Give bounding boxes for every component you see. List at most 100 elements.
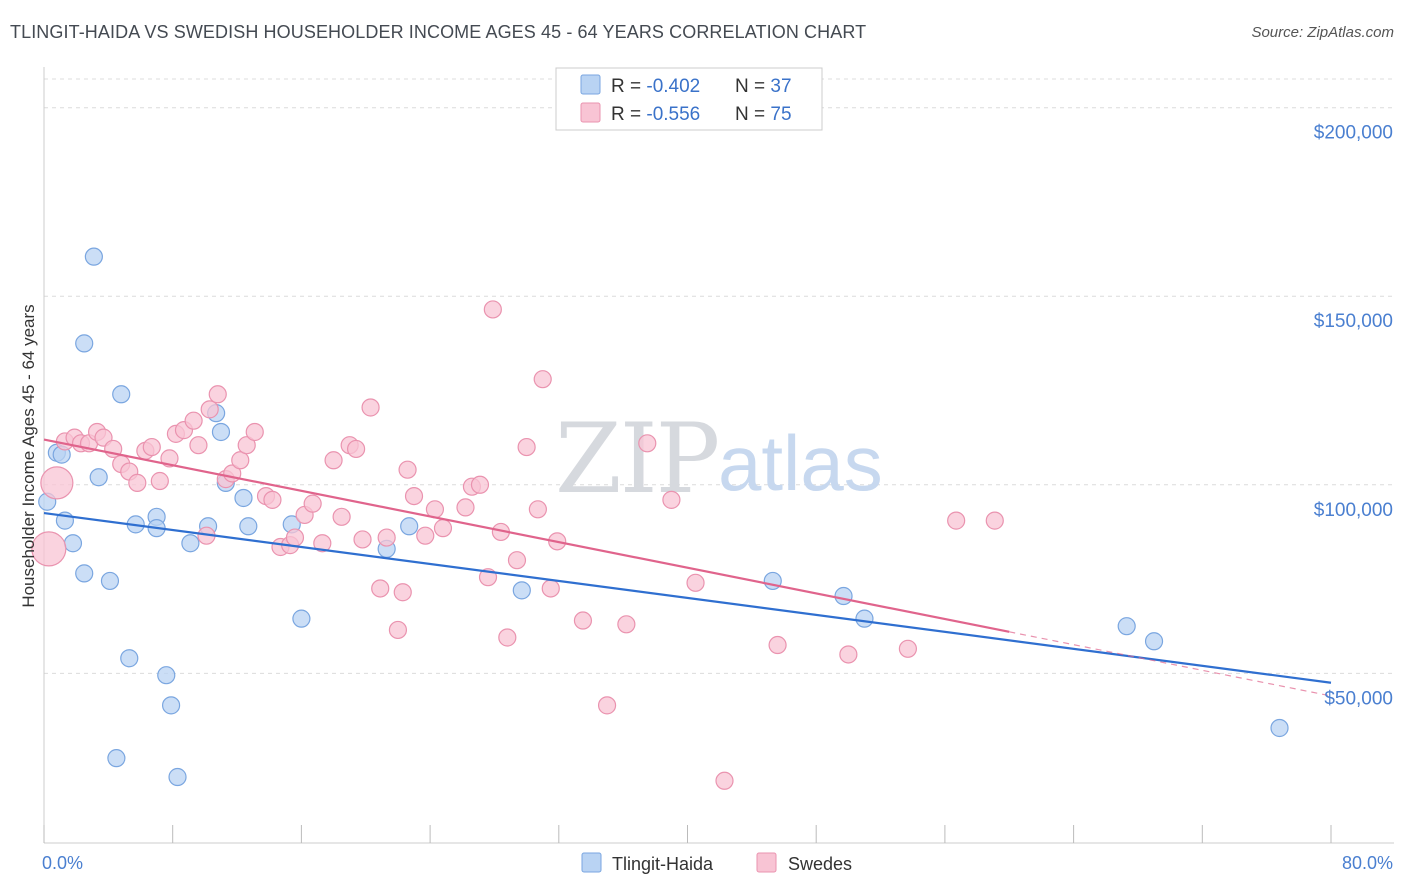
- point-tlingit: [855, 609, 874, 628]
- point-swedes: [715, 771, 734, 790]
- point-tlingit: [89, 468, 108, 487]
- legend-r-value-2: -0.556: [646, 104, 700, 125]
- point-swedes: [507, 551, 527, 570]
- trend-extension-swedes: [1009, 631, 1332, 697]
- point-swedes: [231, 451, 250, 470]
- trend-layer: [43, 438, 1332, 697]
- series-swedes: [31, 300, 1004, 790]
- legend-r-label-2: R =: [611, 104, 646, 125]
- point-swedes: [416, 526, 435, 545]
- point-swedes: [150, 471, 169, 491]
- point-tlingit: [834, 586, 853, 606]
- point-tlingit: [63, 534, 83, 553]
- point-swedes: [332, 507, 351, 526]
- point-tlingit: [1270, 718, 1289, 738]
- legend-n-value-2: 75: [770, 104, 791, 125]
- point-swedes: [40, 466, 74, 500]
- bottom-legend-swatch-blue: [581, 852, 602, 873]
- point-swedes: [839, 645, 858, 664]
- point-swedes: [528, 500, 547, 519]
- point-swedes: [597, 696, 617, 715]
- y-tick-label: $50,000: [1324, 688, 1393, 709]
- point-swedes: [353, 530, 372, 549]
- x-tick-label-min: 0.0%: [42, 853, 83, 873]
- bottom-legend: Tlingit-Haida Swedes: [581, 852, 852, 874]
- legend-row-2-n: N = 75: [735, 104, 792, 125]
- watermark-zip: ZIP: [555, 403, 718, 515]
- y-tick-label: $100,000: [1314, 500, 1393, 521]
- point-tlingit: [84, 247, 103, 266]
- point-swedes: [433, 519, 453, 538]
- point-tlingit: [1144, 632, 1164, 651]
- point-tlingit: [292, 609, 311, 628]
- watermark: ZIP atlas: [555, 403, 883, 515]
- point-swedes: [31, 531, 67, 567]
- legend-swatch-pink: [580, 102, 601, 123]
- point-swedes: [184, 411, 203, 430]
- series-layer: [31, 247, 1289, 790]
- legend-n-label-2: N =: [735, 104, 770, 125]
- point-swedes: [470, 475, 490, 494]
- legend-row-2: R = -0.556: [611, 104, 700, 125]
- chart-title: TLINGIT-HAIDA VS SWEDISH HOUSEHOLDER INC…: [10, 22, 867, 42]
- point-swedes: [617, 615, 636, 634]
- point-swedes: [361, 398, 380, 417]
- point-swedes: [898, 639, 917, 658]
- point-swedes: [638, 434, 657, 453]
- point-swedes: [398, 460, 417, 479]
- point-swedes: [498, 628, 517, 647]
- point-swedes: [324, 451, 343, 470]
- point-tlingit: [1117, 617, 1136, 636]
- point-swedes: [377, 528, 396, 547]
- legend-r-value-1: -0.402: [646, 76, 700, 97]
- point-swedes: [245, 422, 264, 442]
- point-swedes: [346, 439, 366, 459]
- point-swedes: [208, 385, 227, 404]
- legend: R = -0.402 N = 37 R = -0.556 N = 75: [555, 67, 823, 131]
- point-swedes: [404, 486, 424, 506]
- point-tlingit: [400, 517, 419, 536]
- source-label: Source: ZipAtlas.com: [1251, 24, 1394, 41]
- bottom-legend-swatch-pink: [756, 852, 777, 873]
- point-swedes: [985, 511, 1004, 530]
- point-swedes: [142, 437, 161, 457]
- legend-row-1: R = -0.402: [611, 76, 700, 97]
- axes: [43, 67, 1394, 844]
- point-tlingit: [234, 488, 253, 508]
- point-tlingit: [75, 334, 94, 353]
- point-tlingit: [239, 517, 258, 536]
- point-tlingit: [161, 696, 181, 715]
- point-swedes: [573, 611, 593, 630]
- bottom-legend-label-swedes: Swedes: [788, 854, 852, 874]
- point-tlingit: [100, 571, 120, 591]
- point-swedes: [517, 437, 536, 457]
- x-tick-labels: 0.0% 80.0%: [42, 853, 1393, 873]
- point-swedes: [541, 579, 560, 598]
- point-swedes: [303, 494, 322, 513]
- watermark-atlas: atlas: [718, 419, 883, 507]
- point-tlingit: [120, 649, 139, 668]
- legend-r-label-1: R =: [611, 76, 646, 97]
- grid-lines: [44, 78, 1394, 674]
- point-swedes: [483, 300, 502, 319]
- trend-line-tlingit: [43, 511, 1332, 684]
- point-swedes: [456, 498, 475, 517]
- legend-n-value-1: 37: [770, 76, 791, 97]
- point-swedes: [200, 400, 219, 419]
- point-swedes: [237, 436, 256, 455]
- point-swedes: [128, 473, 147, 492]
- point-tlingit: [157, 666, 176, 685]
- point-swedes: [263, 490, 282, 509]
- point-tlingit: [107, 749, 126, 768]
- y-tick-label: $200,000: [1314, 123, 1393, 144]
- x-tick-label-max: 80.0%: [1342, 853, 1393, 873]
- y-tick-label: $150,000: [1314, 311, 1393, 332]
- legend-row-1-n: N = 37: [735, 76, 792, 97]
- point-swedes: [393, 583, 412, 602]
- point-swedes: [768, 635, 787, 655]
- point-tlingit: [75, 564, 94, 583]
- point-tlingit: [211, 422, 231, 442]
- point-tlingit: [168, 767, 187, 787]
- series-tlingit: [38, 247, 1289, 787]
